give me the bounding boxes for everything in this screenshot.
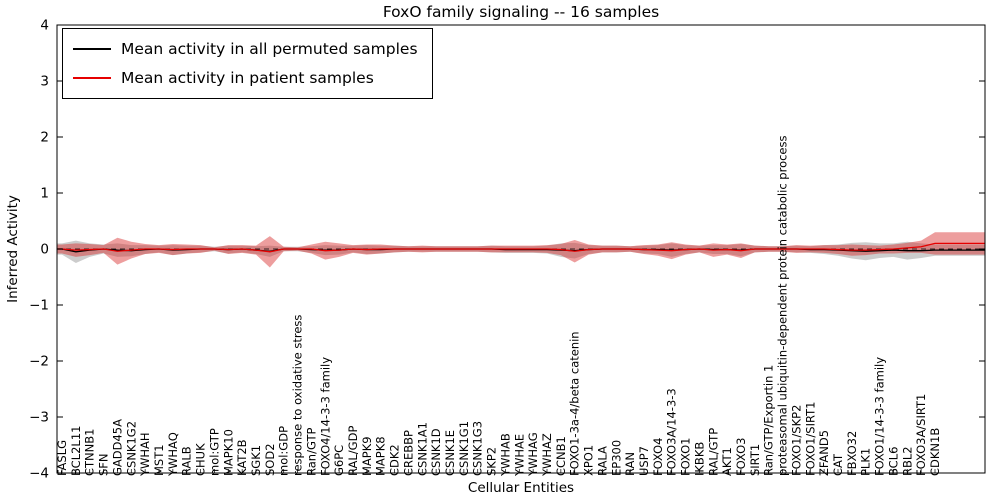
x-tick-label: MAPK10 — [221, 429, 235, 476]
x-tick-label: SKP2 — [485, 447, 499, 476]
x-tick-label: Ran/GTP — [304, 428, 318, 476]
legend-item-patient: Mean activity in patient samples — [73, 67, 418, 89]
x-tick-label: FOXO1/SKP2 — [789, 405, 803, 476]
x-tick-label: USP7 — [637, 446, 651, 476]
x-tick-label: Ran/GTP/Exportin 1 — [762, 365, 776, 476]
patient-line-swatch — [73, 77, 111, 79]
y-tick-label: 0 — [40, 242, 49, 258]
y-tick-label: −2 — [29, 354, 49, 370]
x-tick-label: FOXO1/SIRT1 — [803, 401, 817, 476]
x-tick-label: FOXO3A/SIRT1 — [914, 394, 928, 476]
y-tick-label: −4 — [29, 466, 49, 482]
x-tick-label: CTNNB1 — [83, 429, 97, 476]
x-tick-label: FOXO4 — [651, 438, 665, 476]
x-tick-label: response to oxidative stress — [291, 315, 305, 476]
x-tick-label: FASLG — [55, 440, 69, 476]
x-tick-label: YWHAG — [526, 432, 540, 477]
x-tick-label: XPO1 — [582, 445, 596, 476]
legend-label-permuted: Mean activity in all permuted samples — [121, 40, 418, 58]
y-tick-label: 2 — [40, 130, 49, 146]
x-tick-label: PLK1 — [859, 448, 873, 476]
x-tick-label: RAL/GDP — [346, 426, 360, 476]
patient-mean-line — [57, 242, 985, 253]
x-tick-label: CAT — [831, 453, 845, 476]
x-tick-label: RALB — [180, 446, 194, 476]
x-tick-label: FOXO1-3a-4/beta catenin — [568, 331, 582, 476]
x-tick-label: SIRT1 — [748, 444, 762, 476]
legend: Mean activity in all permuted samples Me… — [62, 28, 433, 99]
x-tick-label: RAL/GTP — [706, 428, 720, 476]
x-tick-label: G6PC — [332, 445, 346, 476]
y-axis-label: Inferred Activity — [5, 195, 21, 303]
x-tick-label: FOXO1/14-3-3 family — [873, 357, 887, 476]
x-tick-label: FOXO1 — [679, 438, 693, 476]
x-tick-label: CSNK1G3 — [471, 421, 485, 476]
x-tick-label: mol:GTP — [207, 428, 221, 476]
x-tick-label: MAPK8 — [374, 436, 388, 476]
x-tick-label: GADD45A — [110, 419, 124, 476]
x-tick-label: FBXO32 — [845, 431, 859, 476]
permuted-confidence-band — [57, 240, 985, 263]
x-tick-label: CSNK1A1 — [415, 422, 429, 476]
x-tick-label: FOXO3 — [734, 438, 748, 476]
x-tick-label: MAPK9 — [360, 436, 374, 476]
x-tick-label: BCL2L11 — [69, 426, 83, 476]
x-tick-label: CDK2 — [388, 444, 402, 476]
chart-title: FoxO family signaling -- 16 samples — [382, 3, 660, 21]
legend-label-patient: Mean activity in patient samples — [121, 69, 374, 87]
x-tick-label: YWHAZ — [540, 433, 554, 477]
x-tick-label: FOXO3A/14-3-3 — [665, 388, 679, 476]
y-tick-label: 4 — [40, 18, 49, 34]
x-tick-label: proteasomal ubiquitin-dependent protein … — [776, 135, 790, 476]
y-tick-label: −3 — [29, 410, 49, 426]
x-tick-label: ZFAND5 — [817, 430, 831, 476]
y-tick-label: 3 — [40, 74, 49, 90]
y-tick-label: 1 — [40, 186, 49, 202]
x-tick-label: SOD2 — [263, 443, 277, 476]
x-tick-label: CSNK1E — [443, 430, 457, 476]
x-tick-label: CHUK — [194, 443, 208, 476]
x-tick-label: AKT1 — [720, 447, 734, 476]
x-tick-label: YWHAQ — [166, 432, 180, 477]
x-tick-label: YWHAB — [498, 433, 512, 477]
x-tick-label: MST1 — [152, 444, 166, 476]
x-tick-label: SGK1 — [249, 445, 263, 476]
x-tick-label: RALA — [595, 446, 609, 476]
x-tick-label: EP300 — [609, 440, 623, 476]
y-tick-label: −1 — [29, 298, 49, 314]
x-tick-label: CSNK1G2 — [124, 421, 138, 476]
x-tick-label: KAT2B — [235, 439, 249, 476]
x-tick-label: RBL2 — [900, 446, 914, 476]
x-axis-label: Cellular Entities — [467, 480, 575, 496]
x-tick-label: SFN — [97, 453, 111, 476]
x-tick-label: BCL6 — [886, 447, 900, 476]
x-tick-label: IKBKB — [692, 442, 706, 476]
x-tick-label: YWHAE — [512, 434, 526, 477]
permuted-line-swatch — [73, 48, 111, 50]
x-tick-label: CSNK1G1 — [457, 421, 471, 476]
x-tick-label: RAN — [623, 452, 637, 476]
x-tick-label: CCNB1 — [554, 436, 568, 476]
x-tick-label: CREBBP — [401, 430, 415, 476]
x-tick-label: CDKN1B — [928, 428, 942, 476]
x-tick-label: CSNK1D — [429, 428, 443, 476]
x-tick-label: mol:GDP — [277, 426, 291, 476]
legend-item-permuted: Mean activity in all permuted samples — [73, 38, 418, 60]
x-tick-label: FOXO4/14-3-3 family — [318, 357, 332, 476]
x-tick-label: YWHAH — [138, 432, 152, 477]
